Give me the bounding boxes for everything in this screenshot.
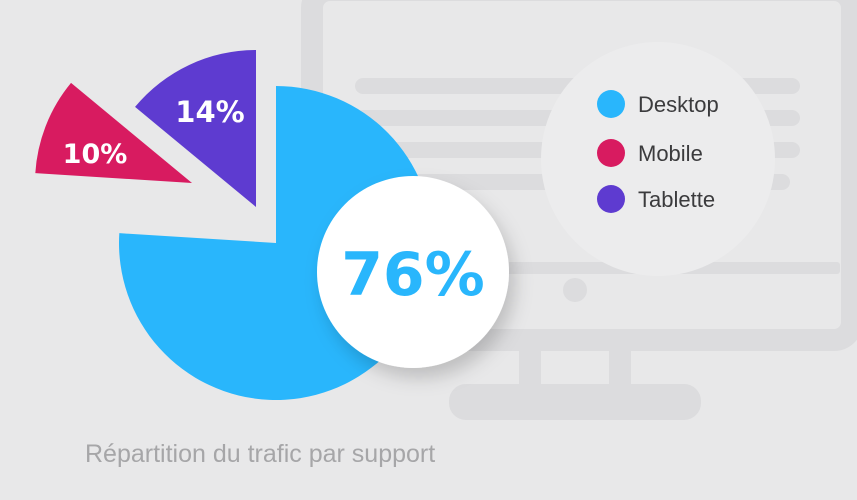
data-label-desktop: 76% — [341, 240, 485, 310]
legend-swatch-mobile — [597, 139, 625, 167]
pie-slice-mobile — [35, 82, 193, 183]
legend: Desktop Mobile Tablette — [541, 42, 775, 276]
legend-swatch-tablette — [597, 185, 625, 213]
data-label-mobile: 10% — [63, 139, 128, 170]
pie-slice-tablette — [135, 49, 256, 207]
data-label-tablette: 14% — [175, 95, 244, 129]
desktop-value-badge — [317, 176, 509, 368]
legend-label-tablette: Tablette — [638, 187, 715, 212]
legend-swatch-desktop — [597, 90, 625, 118]
chart-caption: Répartition du trafic par support — [85, 440, 436, 468]
legend-label-desktop: Desktop — [638, 92, 719, 117]
legend-label-mobile: Mobile — [638, 141, 703, 166]
